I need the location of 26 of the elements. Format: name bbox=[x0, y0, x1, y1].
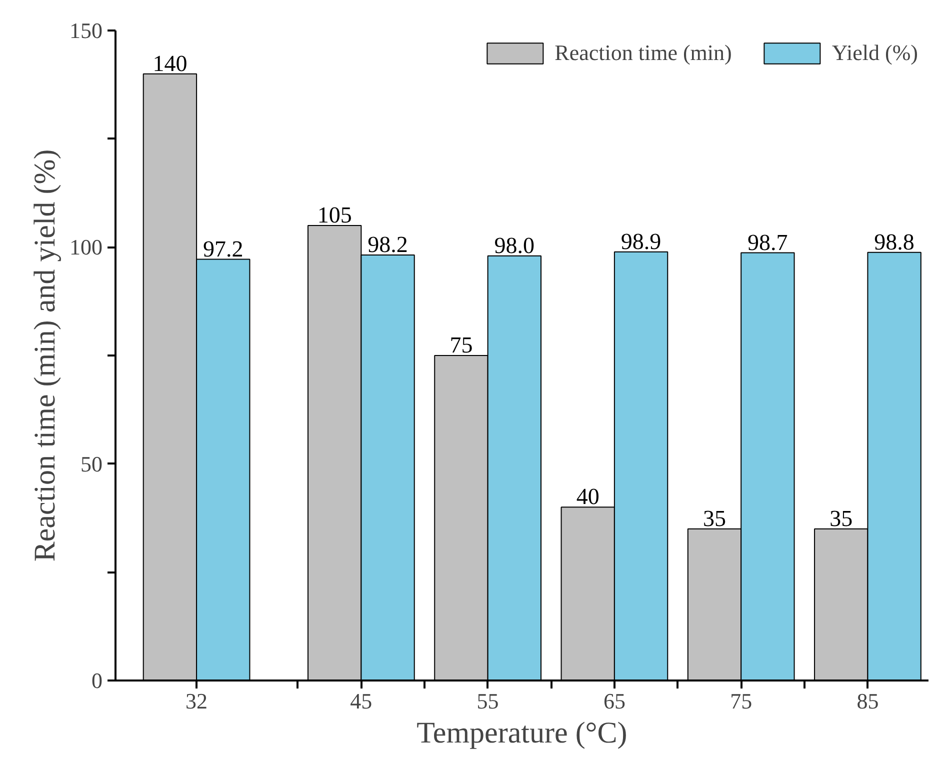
data-label: 98.0 bbox=[494, 232, 535, 258]
legend-label: Yield (%) bbox=[832, 40, 918, 66]
data-label: 40 bbox=[576, 484, 600, 510]
data-label: 98.2 bbox=[368, 232, 408, 257]
y-tick-label: 150 bbox=[70, 18, 102, 43]
data-label: 75 bbox=[450, 332, 473, 358]
y-tick-label: 100 bbox=[70, 234, 102, 260]
x-tick-label: 45 bbox=[350, 688, 372, 714]
data-label: 98.7 bbox=[748, 230, 788, 255]
x-tick-label: 75 bbox=[730, 688, 752, 714]
x-tick-label: 55 bbox=[476, 688, 499, 714]
data-label: 98.9 bbox=[620, 228, 662, 254]
y-tick-label: 0 bbox=[92, 668, 102, 693]
y-axis-title: Reaction time (min) and yield (%) bbox=[28, 149, 62, 562]
data-label: 105 bbox=[317, 202, 352, 228]
x-tick-label: 85 bbox=[856, 688, 879, 714]
data-label: 35 bbox=[702, 506, 726, 531]
x-tick-label: 32 bbox=[186, 688, 208, 714]
data-label: 35 bbox=[830, 506, 853, 531]
y-tick-label: 50 bbox=[80, 451, 102, 476]
data-label: 98.8 bbox=[874, 229, 914, 254]
data-label: 97.2 bbox=[203, 236, 244, 262]
data-label: 140 bbox=[152, 50, 188, 76]
x-tick-label: 65 bbox=[603, 688, 626, 714]
x-axis-title: Temperature (°C) bbox=[416, 716, 628, 750]
legend-label: Reaction time (min) bbox=[554, 40, 732, 66]
